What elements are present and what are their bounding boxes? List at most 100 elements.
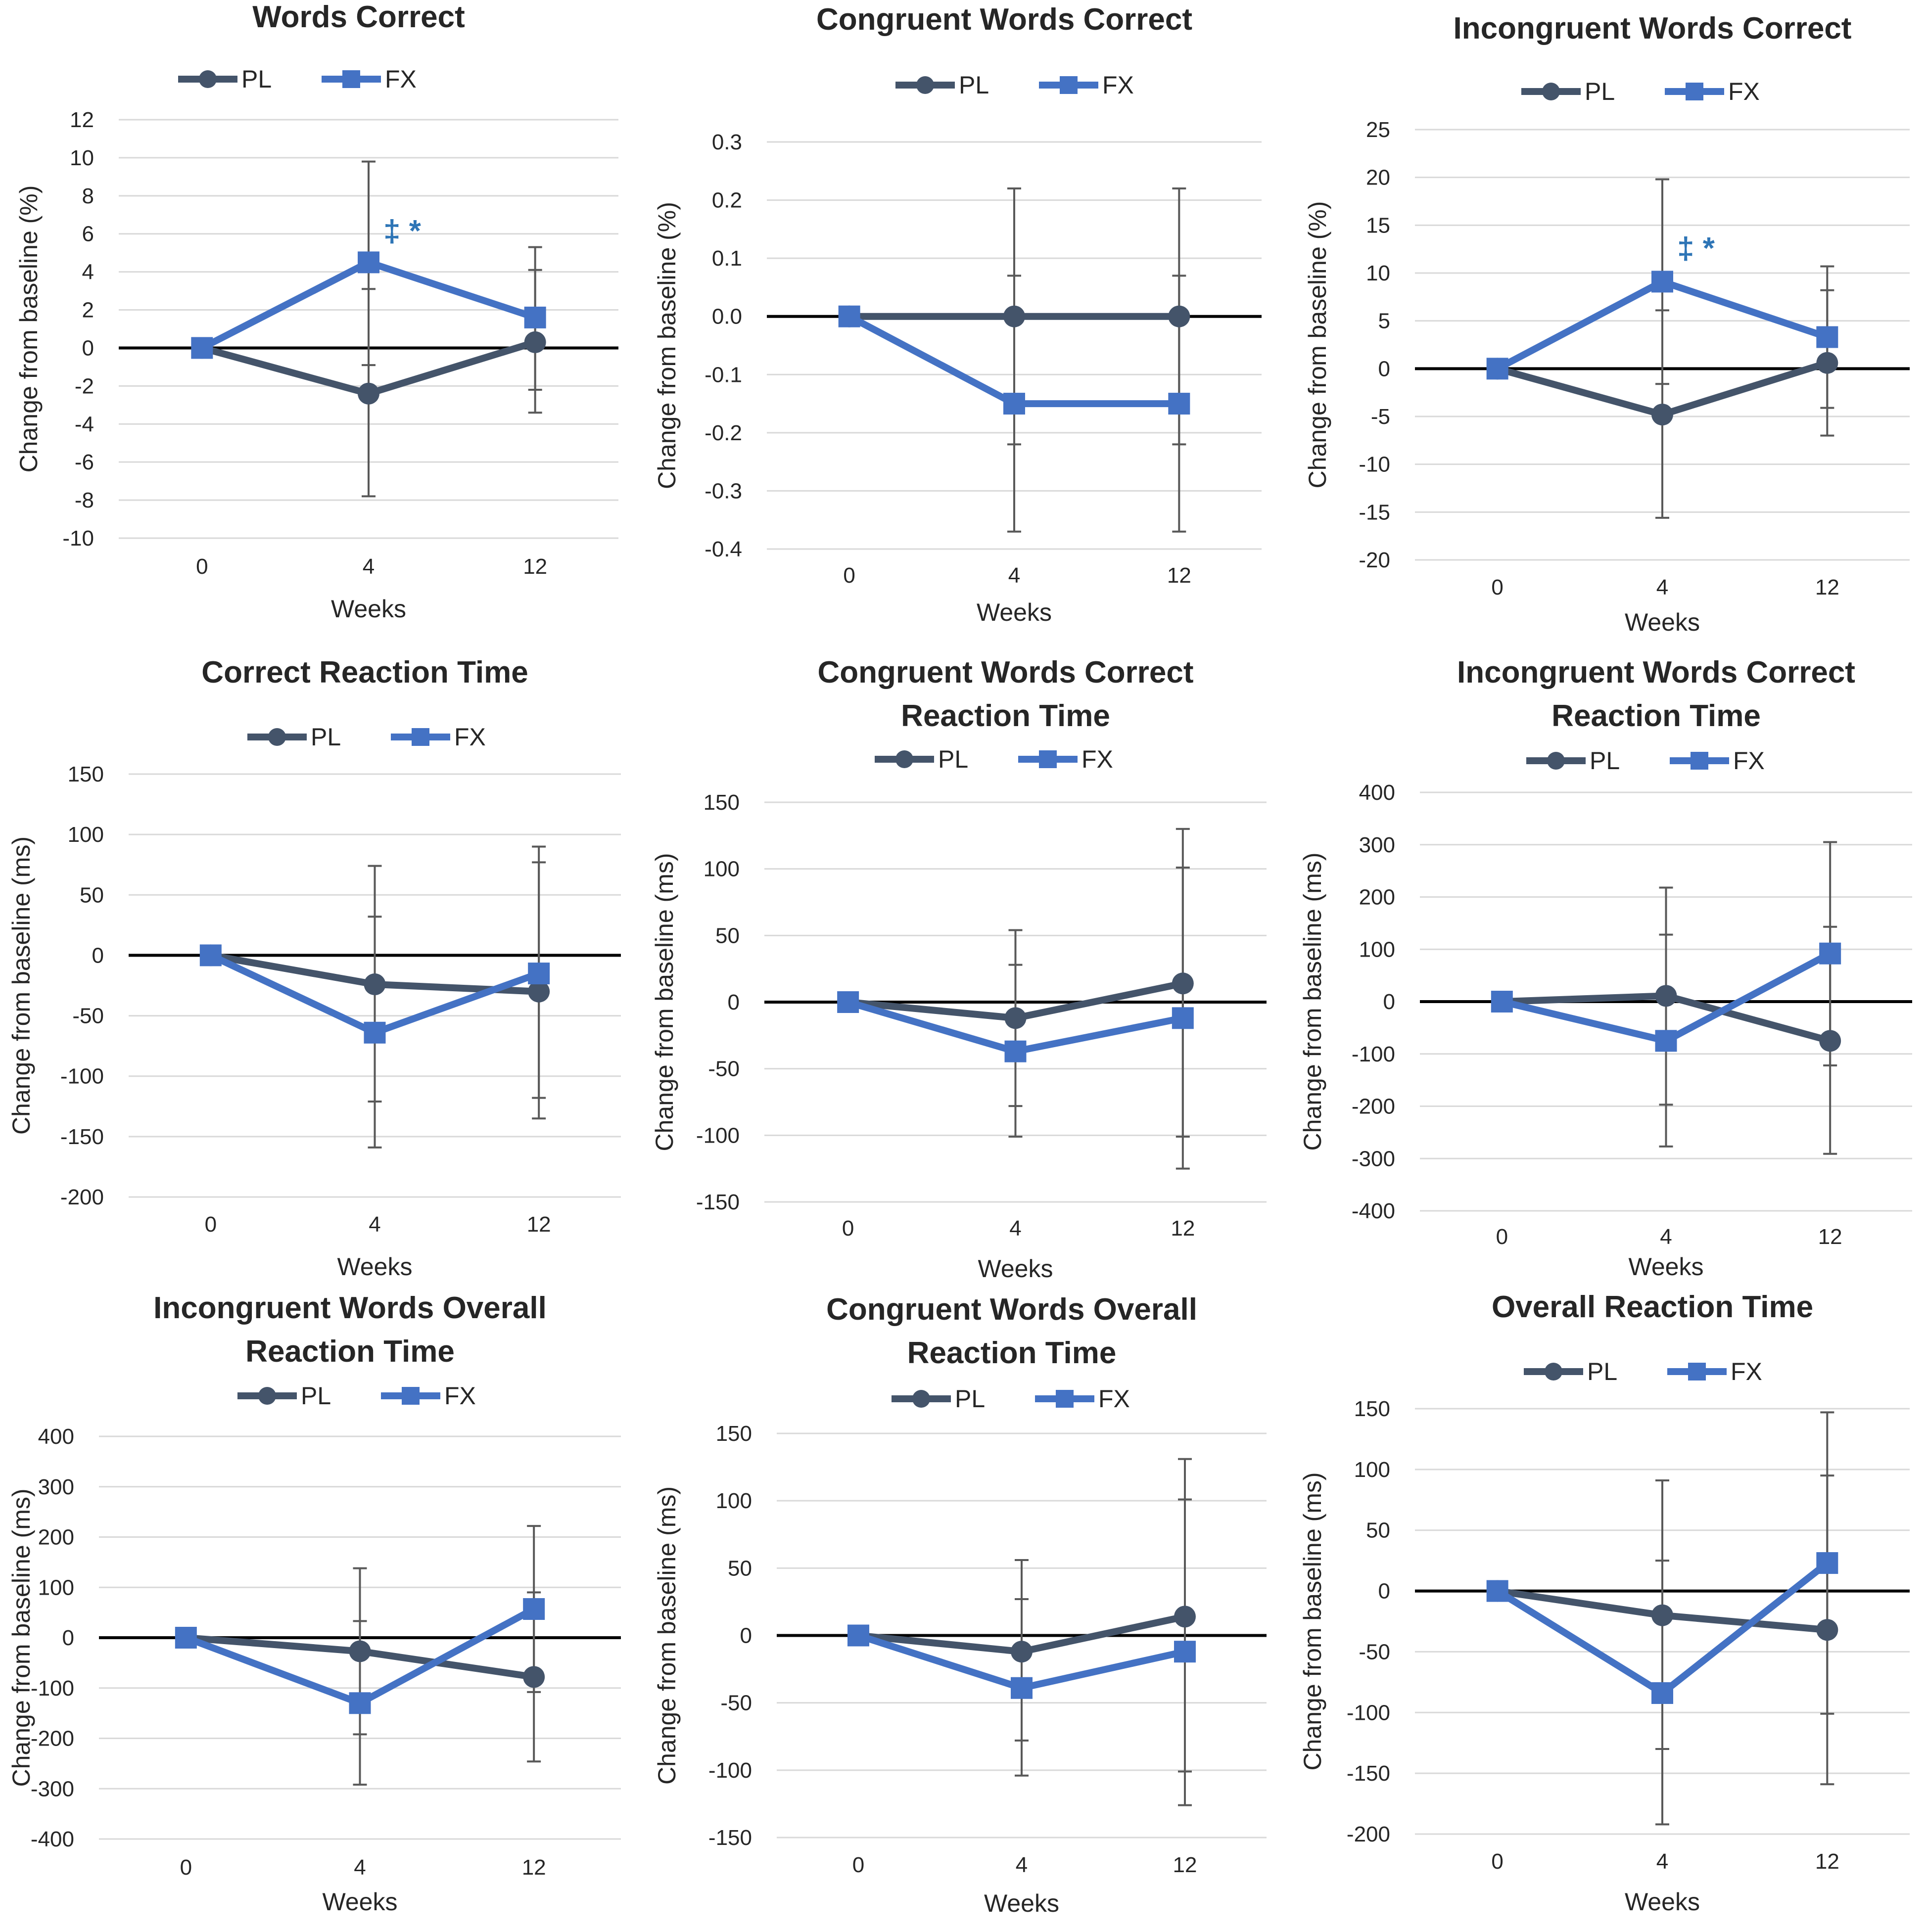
data-point-fx xyxy=(1819,942,1841,965)
data-point-fx xyxy=(1174,1641,1196,1663)
x-tick-label: 0 xyxy=(180,1855,192,1880)
data-point-fx xyxy=(1655,1030,1677,1052)
x-tick-label: 0 xyxy=(196,554,208,579)
legend-pl-marker xyxy=(1545,1363,1562,1380)
y-tick-label: 20 xyxy=(1366,166,1390,190)
x-axis-label: Weeks xyxy=(323,1888,398,1916)
y-tick-label: 8 xyxy=(82,184,94,208)
x-axis-label: Weeks xyxy=(984,1889,1059,1917)
legend-fx-label: FX xyxy=(1728,78,1760,105)
x-tick-label: 4 xyxy=(1016,1853,1028,1877)
y-tick-label: 0 xyxy=(82,336,94,360)
y-axis-label: Change from baseline (ms) xyxy=(7,1488,35,1787)
y-tick-label: 150 xyxy=(68,762,104,786)
x-tick-label: 4 xyxy=(1660,1225,1672,1249)
y-tick-label: 0 xyxy=(740,1624,752,1648)
y-tick-label: 100 xyxy=(716,1489,752,1513)
y-tick-label: -150 xyxy=(60,1125,104,1149)
data-point-fx xyxy=(1651,271,1673,293)
chart-title: Words Correct xyxy=(252,0,465,34)
legend-pl-marker xyxy=(258,1387,276,1405)
y-tick-label: 0.1 xyxy=(712,246,742,271)
data-point-fx xyxy=(1004,1040,1027,1062)
legend-fx-label: FX xyxy=(1733,747,1765,775)
data-point-fx xyxy=(1486,358,1508,380)
data-point-fx xyxy=(524,306,546,328)
legend-fx-marker xyxy=(1686,83,1703,100)
data-point-pl xyxy=(1004,1007,1027,1029)
y-tick-label: 50 xyxy=(80,883,104,907)
x-axis-label: Weeks xyxy=(978,1255,1053,1283)
y-tick-label: 10 xyxy=(70,146,94,170)
data-point-fx xyxy=(1011,1677,1033,1699)
y-tick-label: 50 xyxy=(1366,1518,1390,1543)
x-tick-label: 0 xyxy=(1491,1849,1503,1874)
legend-fx-marker xyxy=(1056,1390,1074,1408)
legend-pl-marker xyxy=(912,1390,930,1408)
y-axis-label: Change from baseline (%) xyxy=(15,185,43,473)
y-tick-label: -200 xyxy=(31,1727,74,1751)
chart-panel-3: Incongruent Words Correct PL FX -20 -15 -10 -5… xyxy=(1304,11,1910,636)
data-point-fx xyxy=(199,944,222,966)
y-tick-label: 150 xyxy=(704,790,740,815)
chart-panel-9: Overall Reaction Time PL FX -200 -150 -100 -50… xyxy=(1299,1290,1910,1916)
y-tick-label: -300 xyxy=(31,1777,74,1801)
y-tick-label: 15 xyxy=(1366,213,1390,237)
chart-panel-1: Words Correct PL FX -10 -8 -6 -4 -2 0 2 4 6 8 10 12 0 4 1… xyxy=(15,0,618,623)
data-point-pl xyxy=(1172,972,1194,995)
y-axis-label: Change from baseline (%) xyxy=(653,202,681,489)
y-tick-label: 300 xyxy=(38,1475,74,1499)
chart-title: Reaction Time xyxy=(245,1334,455,1369)
legend-pl-marker xyxy=(199,70,217,88)
y-tick-label: 100 xyxy=(704,857,740,881)
y-tick-label: -50 xyxy=(708,1057,740,1081)
y-tick-label: -5 xyxy=(1371,405,1390,429)
y-tick-label: -0.4 xyxy=(705,537,742,561)
legend: PL FX xyxy=(1524,1358,1762,1385)
legend-pl-label: PL xyxy=(1585,78,1615,105)
data-point-pl xyxy=(1003,305,1025,327)
chart-panel-7: Incongruent Words Overall Reaction Time PL… xyxy=(7,1291,621,1916)
x-tick-label: 0 xyxy=(842,1216,854,1241)
y-tick-label: -50 xyxy=(1359,1640,1390,1664)
data-point-pl xyxy=(1819,1030,1841,1052)
y-axis-label: Change from baseline (ms) xyxy=(7,836,35,1135)
y-tick-label: 100 xyxy=(68,823,104,847)
y-tick-label: -15 xyxy=(1359,500,1390,524)
y-tick-label: 2 xyxy=(82,298,94,322)
legend-fx-marker xyxy=(1691,752,1708,770)
x-tick-label: 12 xyxy=(1815,575,1839,599)
y-tick-label: -300 xyxy=(1352,1147,1395,1171)
data-point-fx xyxy=(837,991,859,1013)
data-point-fx xyxy=(1486,1580,1508,1602)
chart-title: Overall Reaction Time xyxy=(1492,1290,1813,1324)
chart-title: Reaction Time xyxy=(1551,699,1761,733)
legend-pl-label: PL xyxy=(301,1382,331,1410)
legend-fx-label: FX xyxy=(1098,1385,1130,1413)
y-axis-label: Change from baseline (ms) xyxy=(1299,852,1326,1150)
y-tick-label: -150 xyxy=(708,1826,752,1850)
y-tick-label: -20 xyxy=(1359,548,1390,572)
y-tick-label: 12 xyxy=(70,108,94,132)
legend: PL FX xyxy=(1526,747,1765,775)
chart-panel-4: Correct Reaction Time PL FX -200 -150 -100 -50… xyxy=(7,655,621,1281)
x-tick-label: 4 xyxy=(363,554,375,579)
data-point-pl xyxy=(1816,352,1838,374)
y-tick-label: 0.3 xyxy=(712,130,742,154)
x-tick-label: 4 xyxy=(1656,575,1668,599)
data-point-pl xyxy=(1651,404,1673,426)
data-point-fx xyxy=(847,1624,869,1647)
data-point-fx xyxy=(349,1692,371,1714)
y-tick-label: -200 xyxy=(60,1185,104,1209)
legend-fx-marker xyxy=(402,1387,420,1405)
y-tick-label: 200 xyxy=(38,1525,74,1550)
legend-fx-label: FX xyxy=(1731,1358,1762,1385)
data-point-fx xyxy=(175,1627,197,1649)
legend-pl-label: PL xyxy=(938,745,968,773)
y-tick-label: -150 xyxy=(696,1190,740,1214)
y-tick-label: -6 xyxy=(75,450,94,474)
legend-fx-label: FX xyxy=(454,723,486,751)
y-axis-label: Change from baseline (ms) xyxy=(1299,1472,1326,1770)
y-tick-label: 100 xyxy=(38,1575,74,1600)
y-tick-label: -2 xyxy=(75,374,94,398)
